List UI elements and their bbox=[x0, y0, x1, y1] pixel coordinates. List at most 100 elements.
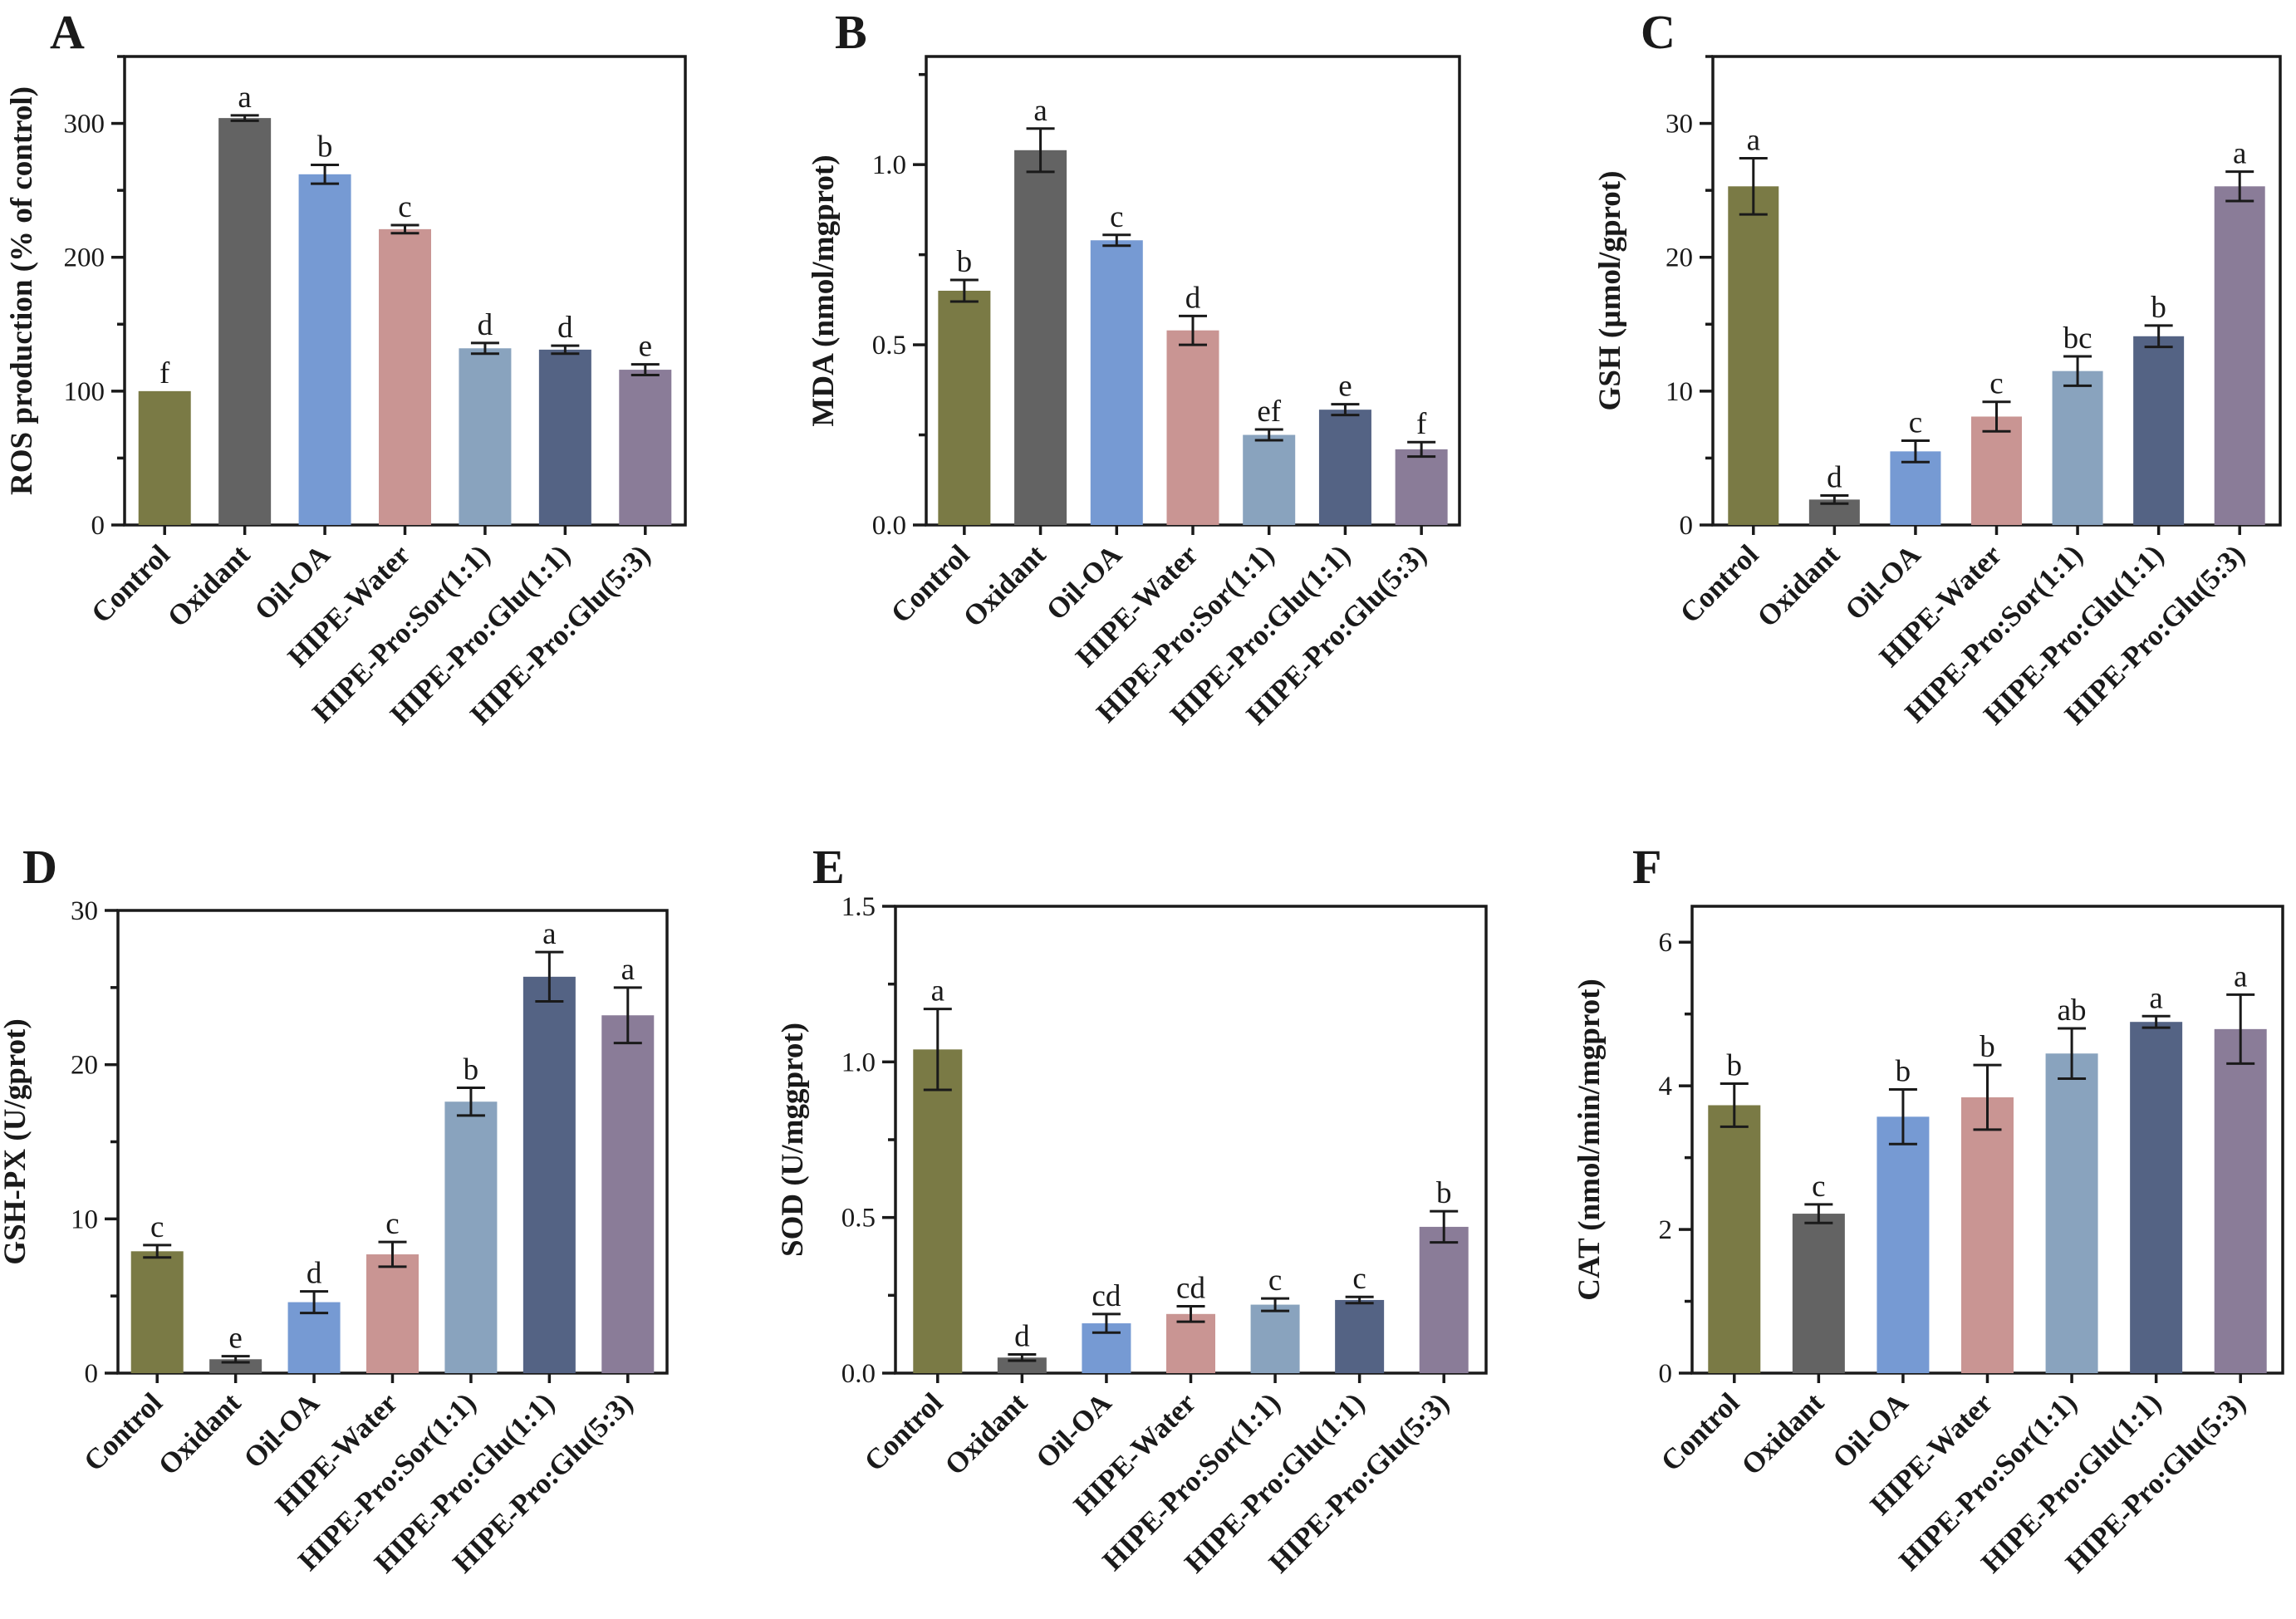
significance-label: c bbox=[1110, 200, 1123, 234]
significance-label: c bbox=[1909, 405, 1922, 439]
y-tick-label: 0 bbox=[91, 511, 105, 541]
bar-hipe-pro-glu-5-3- bbox=[2214, 186, 2265, 525]
y-axis-label: ROS production (% of control) bbox=[5, 86, 39, 495]
bar-hipe-pro-sor-1-1- bbox=[2052, 370, 2103, 525]
significance-label: b bbox=[464, 1053, 479, 1087]
significance-label: d bbox=[557, 311, 573, 345]
significance-label: d bbox=[1185, 281, 1201, 315]
bar-hipe-pro-glu-5-3- bbox=[2214, 1028, 2267, 1373]
panel-letter: C bbox=[1641, 5, 1675, 59]
significance-label: d bbox=[478, 308, 493, 342]
significance-label: bc bbox=[2063, 321, 2092, 356]
y-tick-label: 0.5 bbox=[872, 331, 906, 361]
y-tick-label: 1.5 bbox=[841, 892, 876, 922]
bar-hipe-water bbox=[366, 1254, 419, 1373]
y-tick-label: 200 bbox=[64, 243, 105, 273]
y-tick-label: 4 bbox=[1659, 1072, 1673, 1101]
y-tick-label: 30 bbox=[71, 896, 98, 926]
y-tick-label: 2 bbox=[1659, 1215, 1673, 1245]
panel-d: D 0 10 20 30 GSH-PX (U/gprot) c Control e Oxidant… bbox=[0, 840, 669, 1579]
x-tick-label: Oxidant bbox=[152, 1386, 247, 1481]
bar-control bbox=[130, 1251, 184, 1373]
bar-oil-oa bbox=[298, 174, 351, 525]
significance-label: c bbox=[1812, 1170, 1825, 1204]
x-tick-label: Oxidant bbox=[161, 538, 256, 633]
significance-label: a bbox=[2234, 959, 2247, 993]
x-tick-label: Oxidant bbox=[1751, 538, 1846, 633]
y-axis-label: MDA (nmol/mgprot) bbox=[807, 155, 841, 426]
bar-hipe-pro-glu-1-1- bbox=[1335, 1299, 1385, 1373]
bar-control bbox=[138, 390, 191, 525]
panel-f: F 0 2 4 6 CAT (nmol/min/mgprot) b Control c Oxida… bbox=[1572, 840, 2284, 1579]
bar-hipe-pro-glu-5-3- bbox=[1419, 1226, 1469, 1373]
bar-hipe-pro-glu-5-3- bbox=[619, 370, 672, 525]
bar-hipe-pro-sor-1-1- bbox=[1243, 434, 1296, 525]
x-tick-label: Control bbox=[85, 538, 176, 630]
y-tick-label: 0 bbox=[1659, 1359, 1673, 1389]
panel-e: E 0.0 0.5 1.0 1.5 SOD (U/mggprot) a Control d Oxi… bbox=[776, 840, 1488, 1579]
significance-label: e bbox=[228, 1322, 242, 1356]
significance-label: f bbox=[1416, 407, 1427, 441]
y-axis-label: SOD (U/mggprot) bbox=[776, 1023, 810, 1257]
significance-label: cd bbox=[1176, 1271, 1205, 1305]
significance-label: a bbox=[542, 917, 556, 951]
significance-label: a bbox=[238, 81, 251, 115]
significance-label: a bbox=[1033, 94, 1047, 128]
significance-label: c bbox=[1352, 1262, 1366, 1296]
y-tick-label: 1.0 bbox=[841, 1047, 876, 1077]
significance-label: d bbox=[307, 1257, 322, 1291]
bar-hipe-pro-glu-5-3- bbox=[1395, 449, 1448, 525]
y-tick-label: 0 bbox=[85, 1359, 99, 1389]
significance-label: b bbox=[1727, 1049, 1743, 1083]
significance-label: c bbox=[398, 190, 411, 224]
bar-hipe-pro-sor-1-1- bbox=[2045, 1053, 2098, 1373]
bar-oil-oa bbox=[1877, 1116, 1930, 1373]
significance-label: d bbox=[1014, 1320, 1030, 1354]
significance-label: c bbox=[150, 1210, 164, 1244]
significance-label: ef bbox=[1257, 395, 1281, 429]
significance-label: a bbox=[2149, 981, 2162, 1015]
y-axis-label: GSH (µmol/gprot) bbox=[1593, 171, 1627, 411]
bar-hipe-pro-glu-1-1- bbox=[538, 349, 591, 525]
significance-label: a bbox=[2233, 137, 2246, 171]
significance-label: c bbox=[1989, 367, 2003, 401]
panel-letter: F bbox=[1632, 840, 1661, 894]
bar-hipe-water bbox=[379, 228, 431, 525]
significance-label: b bbox=[957, 245, 973, 279]
y-tick-label: 20 bbox=[1666, 243, 1693, 273]
y-tick-label: 10 bbox=[71, 1204, 98, 1234]
significance-label: f bbox=[159, 356, 170, 390]
significance-label: b bbox=[2151, 291, 2166, 325]
bar-hipe-pro-glu-1-1- bbox=[522, 976, 576, 1373]
bar-control bbox=[913, 1049, 963, 1373]
bar-hipe-pro-glu-1-1- bbox=[2133, 336, 2185, 525]
bar-hipe-pro-sor-1-1- bbox=[1250, 1304, 1300, 1373]
panel-letter: A bbox=[50, 5, 85, 59]
y-tick-label: 30 bbox=[1666, 110, 1693, 140]
significance-label: ab bbox=[2058, 993, 2087, 1028]
x-tick-label: Oxidant bbox=[1735, 1386, 1830, 1481]
x-tick-label: Control bbox=[1655, 1386, 1746, 1478]
panel-c: C 0 10 20 30 GSH (µmol/gprot) a Control d Oxidant… bbox=[1593, 5, 2282, 731]
bar-oxidant bbox=[1792, 1214, 1845, 1373]
significance-label: d bbox=[1827, 461, 1842, 495]
bar-hipe-water bbox=[1166, 330, 1219, 525]
x-tick-label: Control bbox=[77, 1386, 169, 1478]
y-tick-label: 100 bbox=[64, 377, 105, 407]
significance-label: a bbox=[1747, 123, 1760, 157]
significance-label: cd bbox=[1092, 1279, 1121, 1313]
y-tick-label: 0.0 bbox=[872, 511, 906, 541]
significance-label: a bbox=[621, 953, 635, 987]
y-tick-label: 300 bbox=[64, 110, 105, 140]
bar-hipe-pro-glu-1-1- bbox=[2130, 1022, 2183, 1373]
significance-label: b bbox=[1436, 1176, 1452, 1210]
significance-label: c bbox=[385, 1207, 399, 1241]
bar-control bbox=[1708, 1105, 1761, 1373]
significance-label: c bbox=[1268, 1263, 1282, 1298]
bar-oxidant bbox=[218, 118, 272, 525]
y-axis-label: CAT (nmol/min/mgprot) bbox=[1572, 979, 1607, 1301]
x-tick-label: Control bbox=[1674, 538, 1765, 630]
bar-hipe-pro-glu-1-1- bbox=[1318, 410, 1371, 525]
